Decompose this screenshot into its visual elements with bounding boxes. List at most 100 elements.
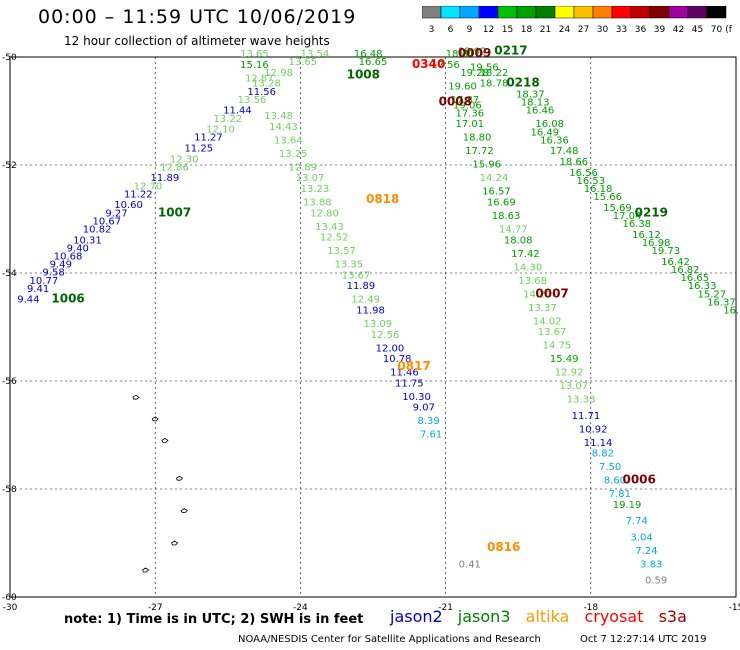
wave-height-value: 16.69: [487, 198, 516, 209]
island-outline: [151, 416, 159, 422]
wave-height-value: 11.75: [395, 378, 424, 389]
wave-height-value: 16.65: [681, 273, 710, 284]
wave-height-value: 13.65: [240, 49, 269, 60]
wave-height-value: 19.06: [453, 100, 482, 111]
wave-height-value: 9.40: [67, 243, 89, 254]
map-title: 00:00 – 11:59 UTC 10/06/2019: [38, 6, 357, 28]
pass-time-label: 0007: [535, 286, 568, 300]
wave-height-value: 15.49: [550, 354, 579, 365]
lon-tick-label: -27: [148, 603, 163, 613]
island-outline: [175, 475, 184, 481]
wave-height-value: 13.28: [252, 79, 281, 90]
colorbar-label: 9: [467, 25, 473, 35]
wave-height-value: 14.02: [533, 316, 562, 327]
wave-height-value: 16.48: [354, 49, 383, 60]
wave-height-value: 7.24: [635, 546, 657, 557]
legend-altika: altika: [525, 607, 570, 626]
island-outline: [142, 567, 150, 573]
wave-height-value: 13.25: [279, 149, 308, 160]
wave-height-value: 11.98: [356, 306, 385, 317]
wave-height-value: 8.82: [592, 449, 614, 460]
wave-height-value: 13.57: [327, 246, 356, 257]
wave-height-value: 0.41: [459, 559, 481, 570]
wave-height-value: 17.56: [431, 60, 460, 71]
wave-height-value: 13.22: [213, 114, 242, 125]
wave-height-value: 7.61: [420, 430, 442, 441]
pass-time-label: 0817: [397, 359, 430, 373]
pass-time-label: 0816: [487, 540, 520, 554]
wave-height-value: 12.92: [555, 368, 584, 379]
wave-height-value: 11.46: [390, 368, 419, 379]
wave-height-value: 19.19: [613, 500, 642, 511]
wave-height-value: 14.30: [514, 262, 543, 273]
wave-height-value: 13.65: [288, 57, 317, 68]
wave-height-value: 16.42: [661, 257, 690, 268]
pass-time-label: 1007: [158, 205, 191, 219]
wave-height-value: 10.30: [402, 392, 431, 403]
lat-tick-label: -52: [2, 161, 17, 171]
wave-height-value: 16.56: [569, 168, 598, 179]
wave-height-value: 16.36: [540, 135, 569, 146]
wave-height-value: 13.37: [528, 303, 557, 314]
wave-height-value: 18.66: [560, 157, 589, 168]
wave-height-value: 13.33: [567, 395, 596, 406]
wave-height-value: 10.82: [83, 225, 112, 236]
wave-height-value: 18.78: [480, 79, 509, 90]
legend-jason2: jason2: [390, 607, 443, 626]
lon-tick-label: -18: [583, 603, 598, 613]
lon-tick-label: -24: [293, 603, 308, 613]
legend-s3a: s3a: [658, 607, 687, 626]
satellite-legend: jason2 jason3 altika cryosat s3a: [390, 607, 697, 626]
wave-height-value: 11.89: [347, 281, 376, 292]
pass-time-label: 0008: [439, 95, 472, 109]
wave-height-value: 13.48: [264, 111, 293, 122]
lon-tick-label: -21: [438, 603, 453, 613]
wave-height-value: 13.43: [315, 222, 344, 233]
island-outline: [171, 540, 179, 546]
pass-time-label: 1008: [347, 68, 380, 82]
lat-tick-label: -58: [2, 485, 17, 495]
colorbar-label: 18: [521, 25, 533, 35]
island-outline: [132, 394, 140, 400]
pass-time-label: 0006: [622, 473, 655, 487]
wave-height-value: 11.25: [184, 144, 213, 155]
wave-height-value: 16.98: [642, 238, 671, 249]
wave-height-value: 16.57: [482, 187, 511, 198]
wave-height-value: 12.10: [206, 125, 235, 136]
legend-jason3: jason3: [457, 607, 511, 626]
wave-height-value: 17.72: [465, 146, 494, 157]
wave-height-value: 11.56: [247, 87, 276, 98]
wave-height-value: 11.14: [584, 438, 613, 449]
colorbar-unit: (ft): [725, 25, 732, 35]
wave-height-value: 13.67: [538, 327, 567, 338]
pass-time-label: 0217: [494, 43, 527, 57]
wave-height-value: 18.80: [463, 133, 492, 144]
wave-height-value: 12.89: [288, 162, 317, 173]
wave-height-value: 17.01: [455, 119, 484, 130]
wave-height-value: 10.67: [92, 216, 121, 227]
map-frame: [9, 56, 737, 598]
wave-height-value: 16.38: [622, 219, 651, 230]
wave-height-value: 13.64: [274, 135, 303, 146]
wave-height-value: 0.59: [645, 576, 667, 587]
wave-height-value: 17.87: [451, 95, 480, 106]
wave-height-value: 10.31: [73, 235, 102, 246]
wave-height-value: 17.36: [455, 108, 484, 119]
wave-height-value: 17.48: [550, 146, 579, 157]
wave-height-value: 15.27: [697, 289, 726, 300]
wave-height-value: 12.87: [245, 73, 274, 84]
wave-height-value: 9.07: [413, 403, 435, 414]
wave-height-value: 18.92: [458, 46, 487, 57]
colorbar-label: 27: [578, 25, 589, 35]
wave-height-value: 12.49: [351, 295, 380, 306]
island-outline: [180, 508, 188, 513]
wave-height-value: 16.46: [526, 106, 555, 117]
colorbar-label: 24: [559, 25, 571, 35]
pass-time-label: 0340: [412, 57, 445, 71]
wave-height-value: 15.66: [593, 192, 622, 203]
credit-text: NOAA/NESDIS Center for Satellite Applica…: [238, 634, 541, 645]
wave-height-value: 11.27: [194, 133, 223, 144]
wave-height-value: 13.68: [518, 276, 547, 287]
